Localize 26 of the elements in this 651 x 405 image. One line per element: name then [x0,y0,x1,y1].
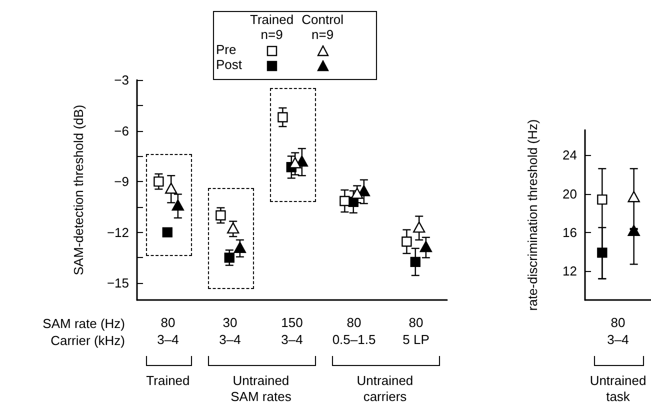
text: Untrained SAM rates [230,373,292,404]
y-tick-label: 24 [562,148,577,163]
legend-label: Post [216,57,244,72]
y-tick-label: −6 [114,123,129,138]
y-tick-label: 20 [562,186,577,202]
text: Trained [145,373,191,389]
x-tick-label: 80 0.5–1.5 [332,315,376,347]
text: Trained n=9 [249,12,295,42]
y-tick-label: −15 [106,276,129,291]
x-tick-label: 80 3–4 [157,315,179,347]
y-tick-label: 12 [562,264,577,279]
text: Untrained task [588,373,648,405]
legend-label: Pre [216,42,238,57]
x-tick-label: 80 5 LP [402,315,430,347]
x-tick-label: 30 3–4 [219,315,241,347]
x-tick-label: 150 3–4 [281,315,303,347]
text: Control n=9 [300,12,345,42]
y-tick-label: −12 [106,224,129,240]
y-axis-title: SAM-detection threshold (dB) [71,104,86,276]
y-tick-label: −3 [114,72,129,88]
y-axis-title: rate-discrimination threshold (Hz) [525,119,540,311]
text: Untrained carriers [356,373,414,405]
y-tick-label: 16 [562,224,577,240]
x-tick-label: 80 3–4 [607,315,629,347]
x-axis-title: SAM rate (Hz) Carrier (kHz) [42,315,125,349]
y-tick-label: −9 [114,174,129,190]
